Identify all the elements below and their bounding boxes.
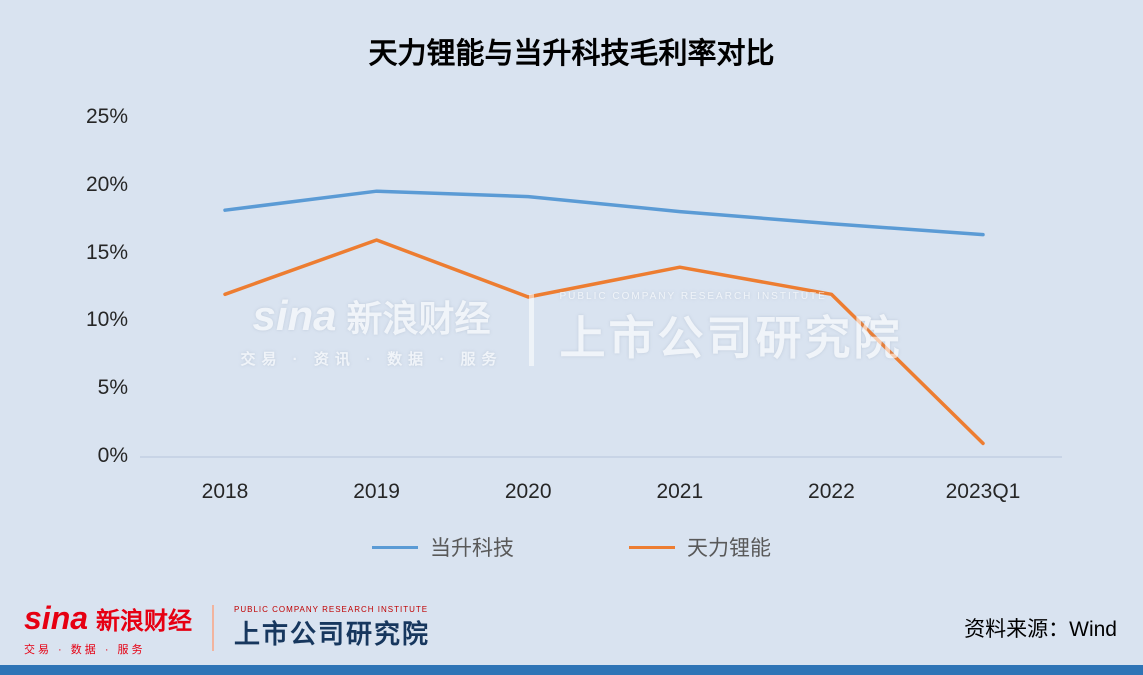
series-line-0 [223,189,985,237]
footer-brand: 新浪财经 [96,607,193,635]
line-chart-plot [140,189,1062,458]
x-axis-label: 2022 [808,480,855,503]
legend-label: 当升科技 [430,537,514,560]
legend-label: 天力锂能 [687,537,771,560]
y-axis-tick: 20% [85,172,128,196]
x-axis-label: 2021 [656,480,704,503]
sina-logo: sina [24,599,89,636]
x-axis-label: 2019 [353,480,400,503]
chart-title: 天力锂能与当升科技毛利率对比 [368,38,775,70]
footer-institute-block: PUBLIC COMPANY RESEARCH INSTITUTE 上市公司研究… [234,605,430,651]
x-axis-label: 2018 [201,480,249,503]
x-axis-label: 2023Q1 [945,480,1021,503]
legend-swatch [629,545,675,549]
footer: sina 新浪财经 交易 · 数据 · 服务 PUBLIC COMPANY RE… [0,591,1143,665]
chart-legend: 当升科技 天力锂能 [0,532,1143,562]
data-source-label: 资料来源：Wind [964,618,1117,641]
y-axis-tick: 25% [85,105,128,128]
y-axis-tick: 10% [85,308,128,332]
x-axis-label: 2020 [504,480,552,503]
series-line-1 [223,238,985,446]
y-axis-tick: 15% [85,240,128,264]
footer-tagline: 交易 · 数据 · 服务 [24,643,146,656]
footer-institute-en: PUBLIC COMPANY RESEARCH INSTITUTE [234,605,429,614]
y-axis-tick: 0% [97,444,128,467]
footer-sina-block: sina 新浪财经 交易 · 数据 · 服务 [24,600,192,657]
legend-item-1: 天力锂能 [629,532,771,562]
legend-item-0: 当升科技 [372,532,514,562]
bottom-accent-bar [0,665,1143,675]
footer-institute: 上市公司研究院 [234,619,431,649]
footer-divider [212,605,215,651]
legend-swatch [372,545,418,549]
y-axis-tick: 5% [97,376,128,400]
